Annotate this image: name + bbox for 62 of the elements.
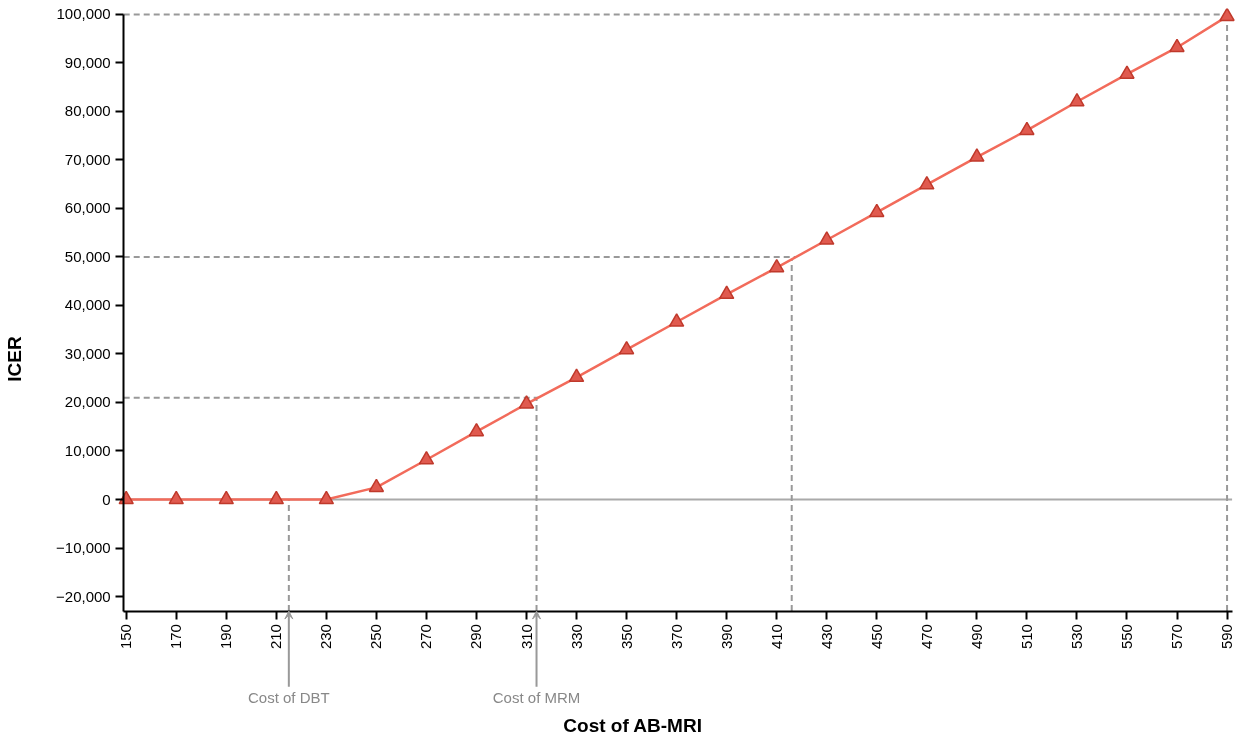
y-axis-title: ICER <box>3 336 25 382</box>
x-tick-label: 490 <box>967 624 985 650</box>
point <box>869 203 885 218</box>
x-tick-label: 530 <box>1067 624 1085 650</box>
ref-line-label: Cost of DBT <box>247 689 330 707</box>
x-tick-label: 430 <box>817 624 835 650</box>
y-tick-label: 50,000 <box>64 247 111 265</box>
x-tick-label: 470 <box>917 624 935 650</box>
point <box>768 258 785 273</box>
y-tick-label: 0 <box>102 490 111 508</box>
x-tick-label: 390 <box>717 624 735 650</box>
point <box>969 148 985 162</box>
y-tick-label: 80,000 <box>64 102 111 120</box>
x-tick-label: 190 <box>217 624 235 650</box>
point <box>1169 38 1185 53</box>
y-tick-label: −20,000 <box>56 587 111 605</box>
ref-line-label: Cost of MRM <box>492 689 581 707</box>
point <box>218 490 235 505</box>
point <box>518 395 535 409</box>
point <box>1119 65 1135 79</box>
x-axis-title: Cost of AB-MRI <box>563 714 702 736</box>
point <box>668 313 685 327</box>
x-tick-label: 370 <box>667 624 685 650</box>
y-tick-label: 100,000 <box>56 5 111 23</box>
point <box>919 175 935 190</box>
x-tick-label: 150 <box>117 624 135 650</box>
point <box>368 478 385 493</box>
y-tick-label: 70,000 <box>64 150 111 168</box>
x-tick-label: 230 <box>317 624 335 650</box>
x-tick-label: 570 <box>1168 624 1186 650</box>
point <box>718 285 735 300</box>
x-tick-label: 350 <box>617 624 635 650</box>
y-tick-label: 90,000 <box>64 53 111 71</box>
point <box>1069 92 1085 107</box>
y-tick-label: 20,000 <box>64 393 111 411</box>
point <box>468 422 485 437</box>
point <box>268 490 285 505</box>
x-tick-label: 450 <box>867 624 885 650</box>
y-tick-label: 40,000 <box>64 296 111 314</box>
point <box>1219 8 1235 22</box>
y-tick-label: −10,000 <box>56 539 111 557</box>
x-tick-label: 250 <box>367 624 385 650</box>
x-tick-label: 550 <box>1117 624 1135 650</box>
point <box>568 368 585 383</box>
point <box>418 450 435 465</box>
point <box>318 490 335 505</box>
point <box>168 490 184 505</box>
y-tick-label: 30,000 <box>64 344 111 362</box>
point <box>1019 121 1035 136</box>
y-tick-label: 10,000 <box>64 442 111 459</box>
x-tick-label: 310 <box>517 624 535 650</box>
x-tick-label: 210 <box>267 624 285 650</box>
x-tick-label: 290 <box>467 624 485 650</box>
point <box>819 231 835 245</box>
x-tick-label: 410 <box>767 624 785 650</box>
x-tick-label: 510 <box>1017 624 1035 650</box>
y-tick-label: 60,000 <box>64 199 111 217</box>
x-tick-label: 590 <box>1218 624 1236 650</box>
x-tick-label: 170 <box>167 624 185 650</box>
x-tick-label: 330 <box>567 624 585 650</box>
x-tick-label: 270 <box>417 624 435 650</box>
point <box>618 340 635 355</box>
